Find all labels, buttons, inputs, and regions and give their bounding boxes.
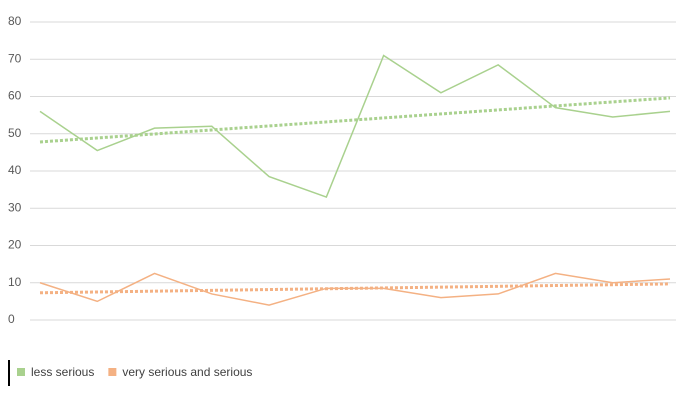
y-tick-label: 40 — [8, 163, 22, 177]
y-tick-label: 0 — [8, 312, 15, 326]
series-line — [39, 54, 671, 199]
y-tick-label: 50 — [8, 126, 22, 140]
trendline — [39, 96, 671, 144]
legend-swatch — [108, 368, 117, 376]
y-tick-label: 30 — [8, 200, 22, 214]
legend-label: very serious and serious — [122, 365, 252, 379]
y-tick-label: 60 — [8, 89, 22, 103]
y-tick-label: 10 — [8, 275, 22, 289]
y-tick-label: 70 — [8, 51, 22, 65]
trendline — [39, 282, 671, 295]
legend-swatch — [17, 368, 25, 376]
y-tick-label: 20 — [8, 238, 22, 252]
y-tick-label: 80 — [8, 14, 22, 28]
legend-label: less serious — [31, 365, 94, 379]
